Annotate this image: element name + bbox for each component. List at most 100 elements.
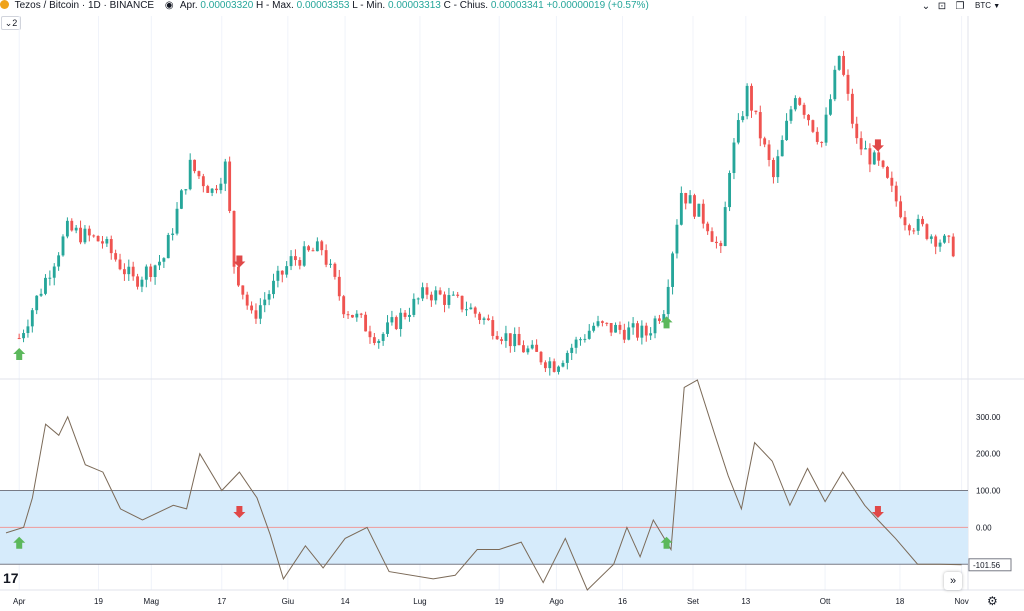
indicator-count: 2 xyxy=(12,18,18,28)
candle-body xyxy=(565,352,569,363)
candle-body xyxy=(530,344,534,349)
maximize-icon[interactable]: ⊡ xyxy=(937,1,947,12)
time-tick-label: 19 xyxy=(495,597,504,606)
candle-body xyxy=(425,287,429,295)
time-tick-label: 19 xyxy=(94,597,103,606)
candle-body xyxy=(605,322,609,324)
eye-icon[interactable]: ◉ xyxy=(164,0,174,11)
cci-sell-signal-arrow xyxy=(871,506,884,518)
ohlc-open-value: 0.00003320 xyxy=(200,0,254,11)
candle-body xyxy=(903,217,907,226)
candle-body xyxy=(921,218,924,225)
candle-body xyxy=(649,333,653,336)
time-tick-label: Mag xyxy=(144,597,160,606)
candle-body xyxy=(289,256,293,267)
candle-body xyxy=(600,321,604,323)
candle-body xyxy=(732,142,736,174)
candle-body xyxy=(526,348,530,353)
candle-body xyxy=(294,256,297,261)
candle-body xyxy=(35,295,39,311)
candle-body xyxy=(938,242,942,247)
candle-body xyxy=(684,192,688,204)
candle-body xyxy=(697,203,701,217)
candle-body xyxy=(636,323,639,338)
ohlc-values: Apr. 0.00003320 H - Max. 0.00003353 L - … xyxy=(180,0,649,11)
chevron-down-icon[interactable]: ⌄ xyxy=(921,1,931,12)
candle-body xyxy=(543,362,547,369)
candle-body xyxy=(894,185,898,202)
candle-body xyxy=(346,314,350,316)
candle-body xyxy=(486,318,490,321)
candle-body xyxy=(693,195,696,217)
candle-body xyxy=(17,338,21,340)
candle-body xyxy=(166,234,170,259)
candle-body xyxy=(114,253,118,260)
time-tick-label: 14 xyxy=(341,597,350,606)
candle-body xyxy=(837,55,841,70)
candle-body xyxy=(61,236,65,256)
candle-body xyxy=(758,112,762,139)
time-tick-label: Ott xyxy=(820,597,831,606)
candle-body xyxy=(315,241,319,252)
candle-body xyxy=(780,140,784,157)
candle-body xyxy=(372,337,376,344)
candle-body xyxy=(131,266,135,277)
candle-body xyxy=(223,161,227,184)
candle-body xyxy=(714,241,718,244)
candle-body xyxy=(850,93,854,124)
go-to-end-icon[interactable]: » xyxy=(944,572,962,590)
symbol-title[interactable]: Tezos / Bitcoin · 1D · BINANCE xyxy=(14,0,155,11)
candle-body xyxy=(92,235,96,237)
tradingview-logo-icon[interactable]: 17 xyxy=(3,570,19,586)
candle-body xyxy=(105,239,109,244)
candle-body xyxy=(65,220,69,237)
ohlc-low-label: L - Min. xyxy=(352,0,386,11)
candle-body xyxy=(280,270,284,275)
candle-body xyxy=(772,159,775,178)
candle-body xyxy=(434,290,438,301)
candle-body xyxy=(929,236,933,239)
candle-body xyxy=(504,333,508,341)
restore-icon[interactable]: ❐ xyxy=(955,1,965,12)
cci-last-tag xyxy=(968,558,1012,572)
candle-body xyxy=(416,298,420,300)
candle-body xyxy=(469,307,473,310)
candle-body xyxy=(109,239,113,254)
candle-body xyxy=(872,152,876,165)
candle-body xyxy=(666,286,670,315)
candle-body xyxy=(351,314,354,318)
candle-body xyxy=(548,361,552,369)
candle-body xyxy=(263,299,267,306)
candle-body xyxy=(232,210,236,267)
candle-body xyxy=(210,188,214,193)
currency-selector[interactable]: BTC ▼ xyxy=(975,0,1000,13)
candle-body xyxy=(859,138,863,150)
collapse-indicators-button[interactable]: ⌄2 xyxy=(1,16,21,30)
ohlc-close-value: 0.00003341 xyxy=(490,0,544,11)
candle-body xyxy=(644,325,648,336)
candle-body xyxy=(451,294,455,296)
candle-body xyxy=(811,120,815,132)
candle-body xyxy=(495,335,499,340)
candle-body xyxy=(552,361,556,372)
cci-sell-signal-arrow xyxy=(233,506,246,518)
candle-body xyxy=(421,287,425,299)
candle-body xyxy=(579,339,582,341)
candle-body xyxy=(87,228,91,236)
sell-signal-arrow xyxy=(871,139,884,152)
candle-body xyxy=(899,201,903,218)
candle-body xyxy=(144,266,148,280)
candle-body xyxy=(513,333,517,347)
candle-body xyxy=(171,233,175,235)
candle-body xyxy=(807,114,810,121)
candle-body xyxy=(675,224,679,254)
candle-body xyxy=(311,250,315,252)
candle-body xyxy=(570,347,574,353)
candle-body xyxy=(679,192,683,225)
candle-body xyxy=(443,294,446,305)
gear-icon[interactable]: ⚙ xyxy=(987,594,998,608)
candle-body xyxy=(320,241,324,251)
candle-body xyxy=(793,98,797,110)
chevron-down-icon: ⌄ xyxy=(4,18,13,28)
